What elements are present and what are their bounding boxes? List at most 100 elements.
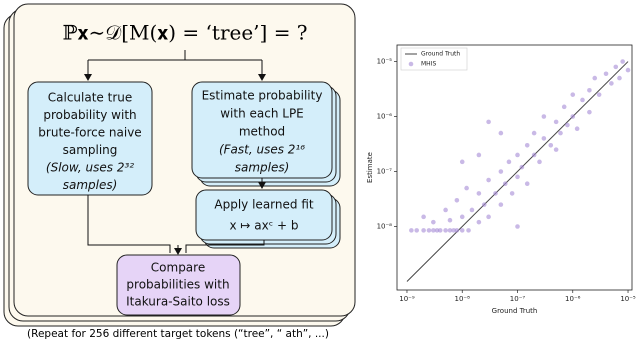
x-tick-label: 10⁻⁵ [620,295,636,303]
scatter-point [486,119,491,125]
scatter-point [409,228,414,233]
scatter-point [515,224,520,229]
box-text: Apply learned fit [214,198,313,212]
y-tick-label: 10⁻⁸ [377,223,393,231]
x-tick-label: 10⁻⁷ [510,295,526,303]
box-text: Compare [151,261,205,275]
scatter-point [451,228,456,233]
scatter-point [486,177,491,183]
box-text: x ↦ axᶜ + b [230,219,299,233]
box-text: Estimate probability [202,89,323,103]
diagram-panel: ℙ𝐱∼𝒟[M(𝐱) = ‘tree’] = ? (Repeat for 256 … [3,3,356,340]
scatter-point [570,92,576,97]
scatter-point [493,191,498,196]
scatter-point [580,97,585,103]
scatter-point [587,109,592,115]
x-tick-label: 10⁻⁹ [399,295,415,303]
box-text: probabilities with [126,278,229,292]
scatter-point [531,152,537,158]
scatter-point [443,228,448,233]
scatter-point [459,228,465,233]
scatter-point [592,75,598,81]
scatter-point [502,181,508,187]
compare-box [116,254,241,316]
scatter-point [553,119,559,125]
box-text: brute-force naive [38,126,141,140]
scatter-point [459,159,465,165]
scatter-point [498,169,504,174]
scatter-point [548,142,554,148]
legend-box [400,47,468,71]
box-text: sampling [63,143,118,157]
scatter-point [464,185,469,191]
box-note: samples) [235,161,290,175]
scatter-point [596,92,602,97]
scatter-point [620,59,625,64]
scatter-point [476,191,482,196]
scatter-point [625,67,631,73]
box-note: (Slow, uses 2³² [46,161,134,175]
scatter-point [459,214,465,220]
scatter-point [476,152,482,158]
box-note: samples) [63,178,118,192]
line-series [406,61,629,282]
legend-label: Ground Truth [421,51,460,58]
scatter-point [469,207,475,213]
scatter-point [609,81,614,86]
scatter-point [421,228,426,233]
y-axis-label: Estimate [366,152,374,183]
box-text: Calculate true [48,91,133,105]
scatter-point [558,130,563,136]
scatter-point [587,88,592,93]
scatter-point [454,197,460,203]
legend-label: MHIS [421,61,436,68]
scatter-point [515,174,520,180]
scatter-point [426,228,432,233]
box-text: Itakura-Saito loss [126,295,230,309]
scatter-point [506,159,512,165]
scatter-point [570,114,576,119]
box-note: (Fast, uses 2¹⁶ [219,143,305,157]
scatter-point [498,202,504,207]
box-text: with each LPE [220,107,304,121]
scatter-point [486,214,491,220]
scatter-point [561,104,567,110]
x-tick-label: 10⁻⁸ [455,295,471,303]
scatter-point [434,228,440,233]
scatter-point [541,136,547,141]
scatter-point [541,114,547,119]
scatter-point [603,71,609,77]
scatter-point [431,228,436,233]
scatter-point [617,75,622,81]
scatter-point [476,219,482,225]
scatter-point [509,191,515,196]
box-text: probability with [43,108,136,122]
y-tick-label: 10⁻⁵ [377,58,393,66]
formula: ℙ𝐱∼𝒟[M(𝐱) = ‘tree’] = ? [62,21,307,45]
y-tick-label: 10⁻⁷ [377,168,393,176]
scatter-point [519,164,525,170]
scatter-point [443,207,448,213]
scatter-point [524,142,530,148]
scatter-point [447,217,453,223]
y-tick-label: 10⁻⁶ [377,113,393,121]
scatter-point [537,159,542,165]
plot-frame [396,44,633,291]
scatter-point [613,64,619,70]
scatter-point [421,214,426,220]
x-axis-label: Ground Truth [492,307,538,315]
scatter-point [574,126,580,132]
scatter-point [414,228,420,233]
scatter-point [498,130,504,136]
scatter-point [481,202,487,207]
naive-box [27,81,153,196]
scatter-point [553,147,559,152]
scatter-point [531,130,537,136]
scatter-point [565,122,570,128]
box-text: method [239,125,285,139]
scatter-point [524,181,530,187]
caption: (Repeat for 256 different target tokens … [27,328,329,340]
scatter-point [447,228,453,233]
scatter-point [466,228,471,233]
